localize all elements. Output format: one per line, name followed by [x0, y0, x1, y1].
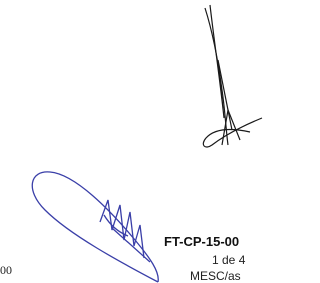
black-signature: [203, 5, 262, 147]
reference: MESC/as: [190, 270, 241, 282]
document-code: FT-CP-15-00: [164, 235, 239, 248]
blue-signature: [32, 172, 158, 282]
page-number: 1 de 4: [212, 254, 245, 266]
left-text: 00: [0, 264, 12, 276]
page: 00 FT-CP-15-00 1 de 4 MESC/as (() => { c…: [0, 0, 276, 283]
document-fragment: 00 FT-CP-15-00 1 de 4 MESC/as: [0, 0, 276, 283]
